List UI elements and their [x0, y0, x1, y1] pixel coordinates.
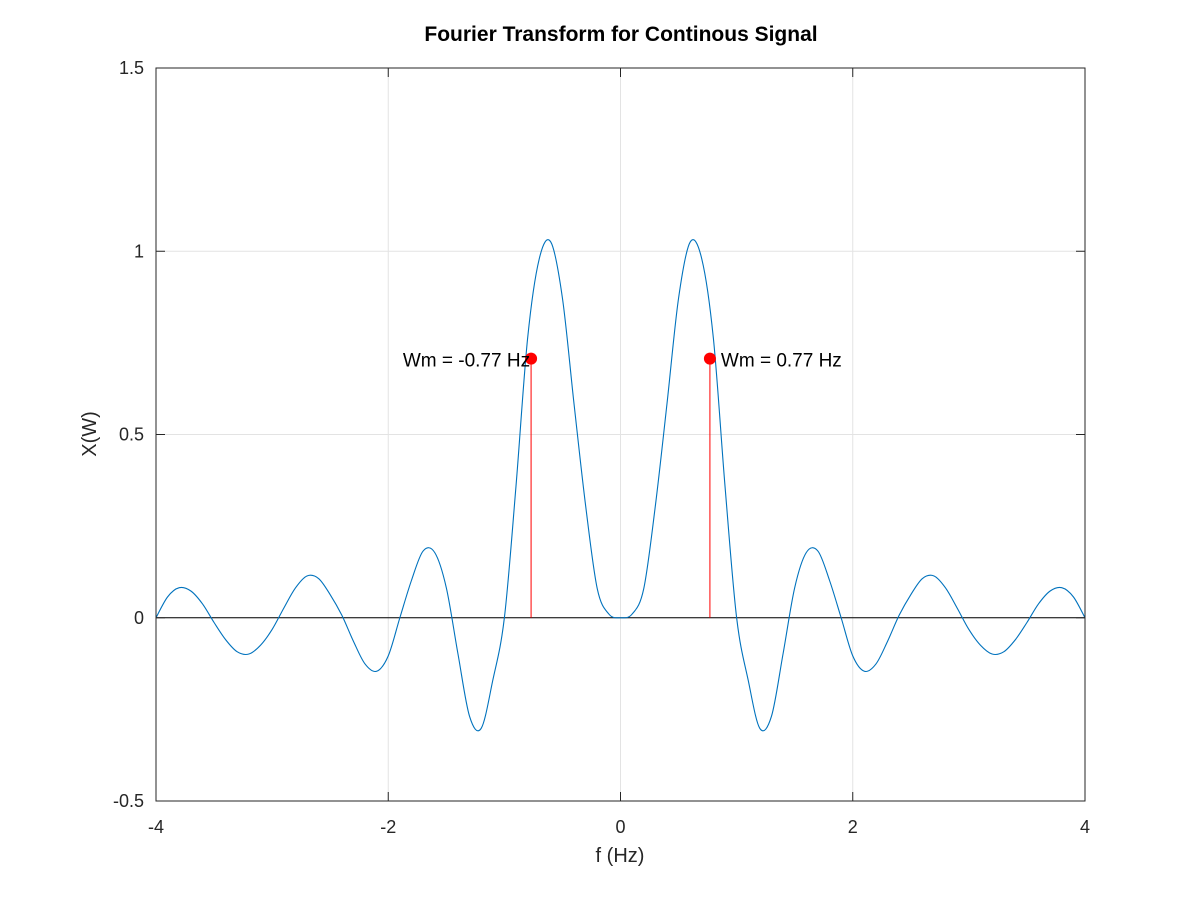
marker-label: Wm = -0.77 Hz	[403, 351, 530, 372]
x-tick-label: 4	[1080, 817, 1090, 837]
annotation-layer: Wm = -0.77 Hz Wm = 0.77 Hz	[403, 351, 842, 618]
x-tick-label: 0	[615, 817, 625, 837]
chart-title: Fourier Transform for Continous Signal	[424, 23, 817, 46]
marker-point	[525, 352, 538, 365]
x-tick-label: -4	[148, 817, 164, 837]
marker-label: Wm = 0.77 Hz	[721, 351, 842, 372]
y-tick-label: 1.5	[119, 58, 144, 78]
grid-lines	[155, 67, 1086, 802]
y-tick-label: 1	[134, 241, 144, 261]
y-tick-label: -0.5	[113, 791, 144, 811]
y-axis-label: X(W)	[79, 411, 101, 457]
y-tick-label: 0.5	[119, 425, 144, 445]
y-tick-label: 0	[134, 608, 144, 628]
x-tick-label: -2	[380, 817, 396, 837]
x-tick-label: 2	[848, 817, 858, 837]
data-series-line	[155, 239, 1086, 732]
data-series-layer	[155, 239, 1086, 732]
x-axis-label: f (Hz)	[596, 845, 645, 867]
tick-layer: -4 -2 0 2 4 -0.5 0 0.5 1 1.5	[113, 58, 1090, 837]
marker-point	[703, 352, 716, 365]
